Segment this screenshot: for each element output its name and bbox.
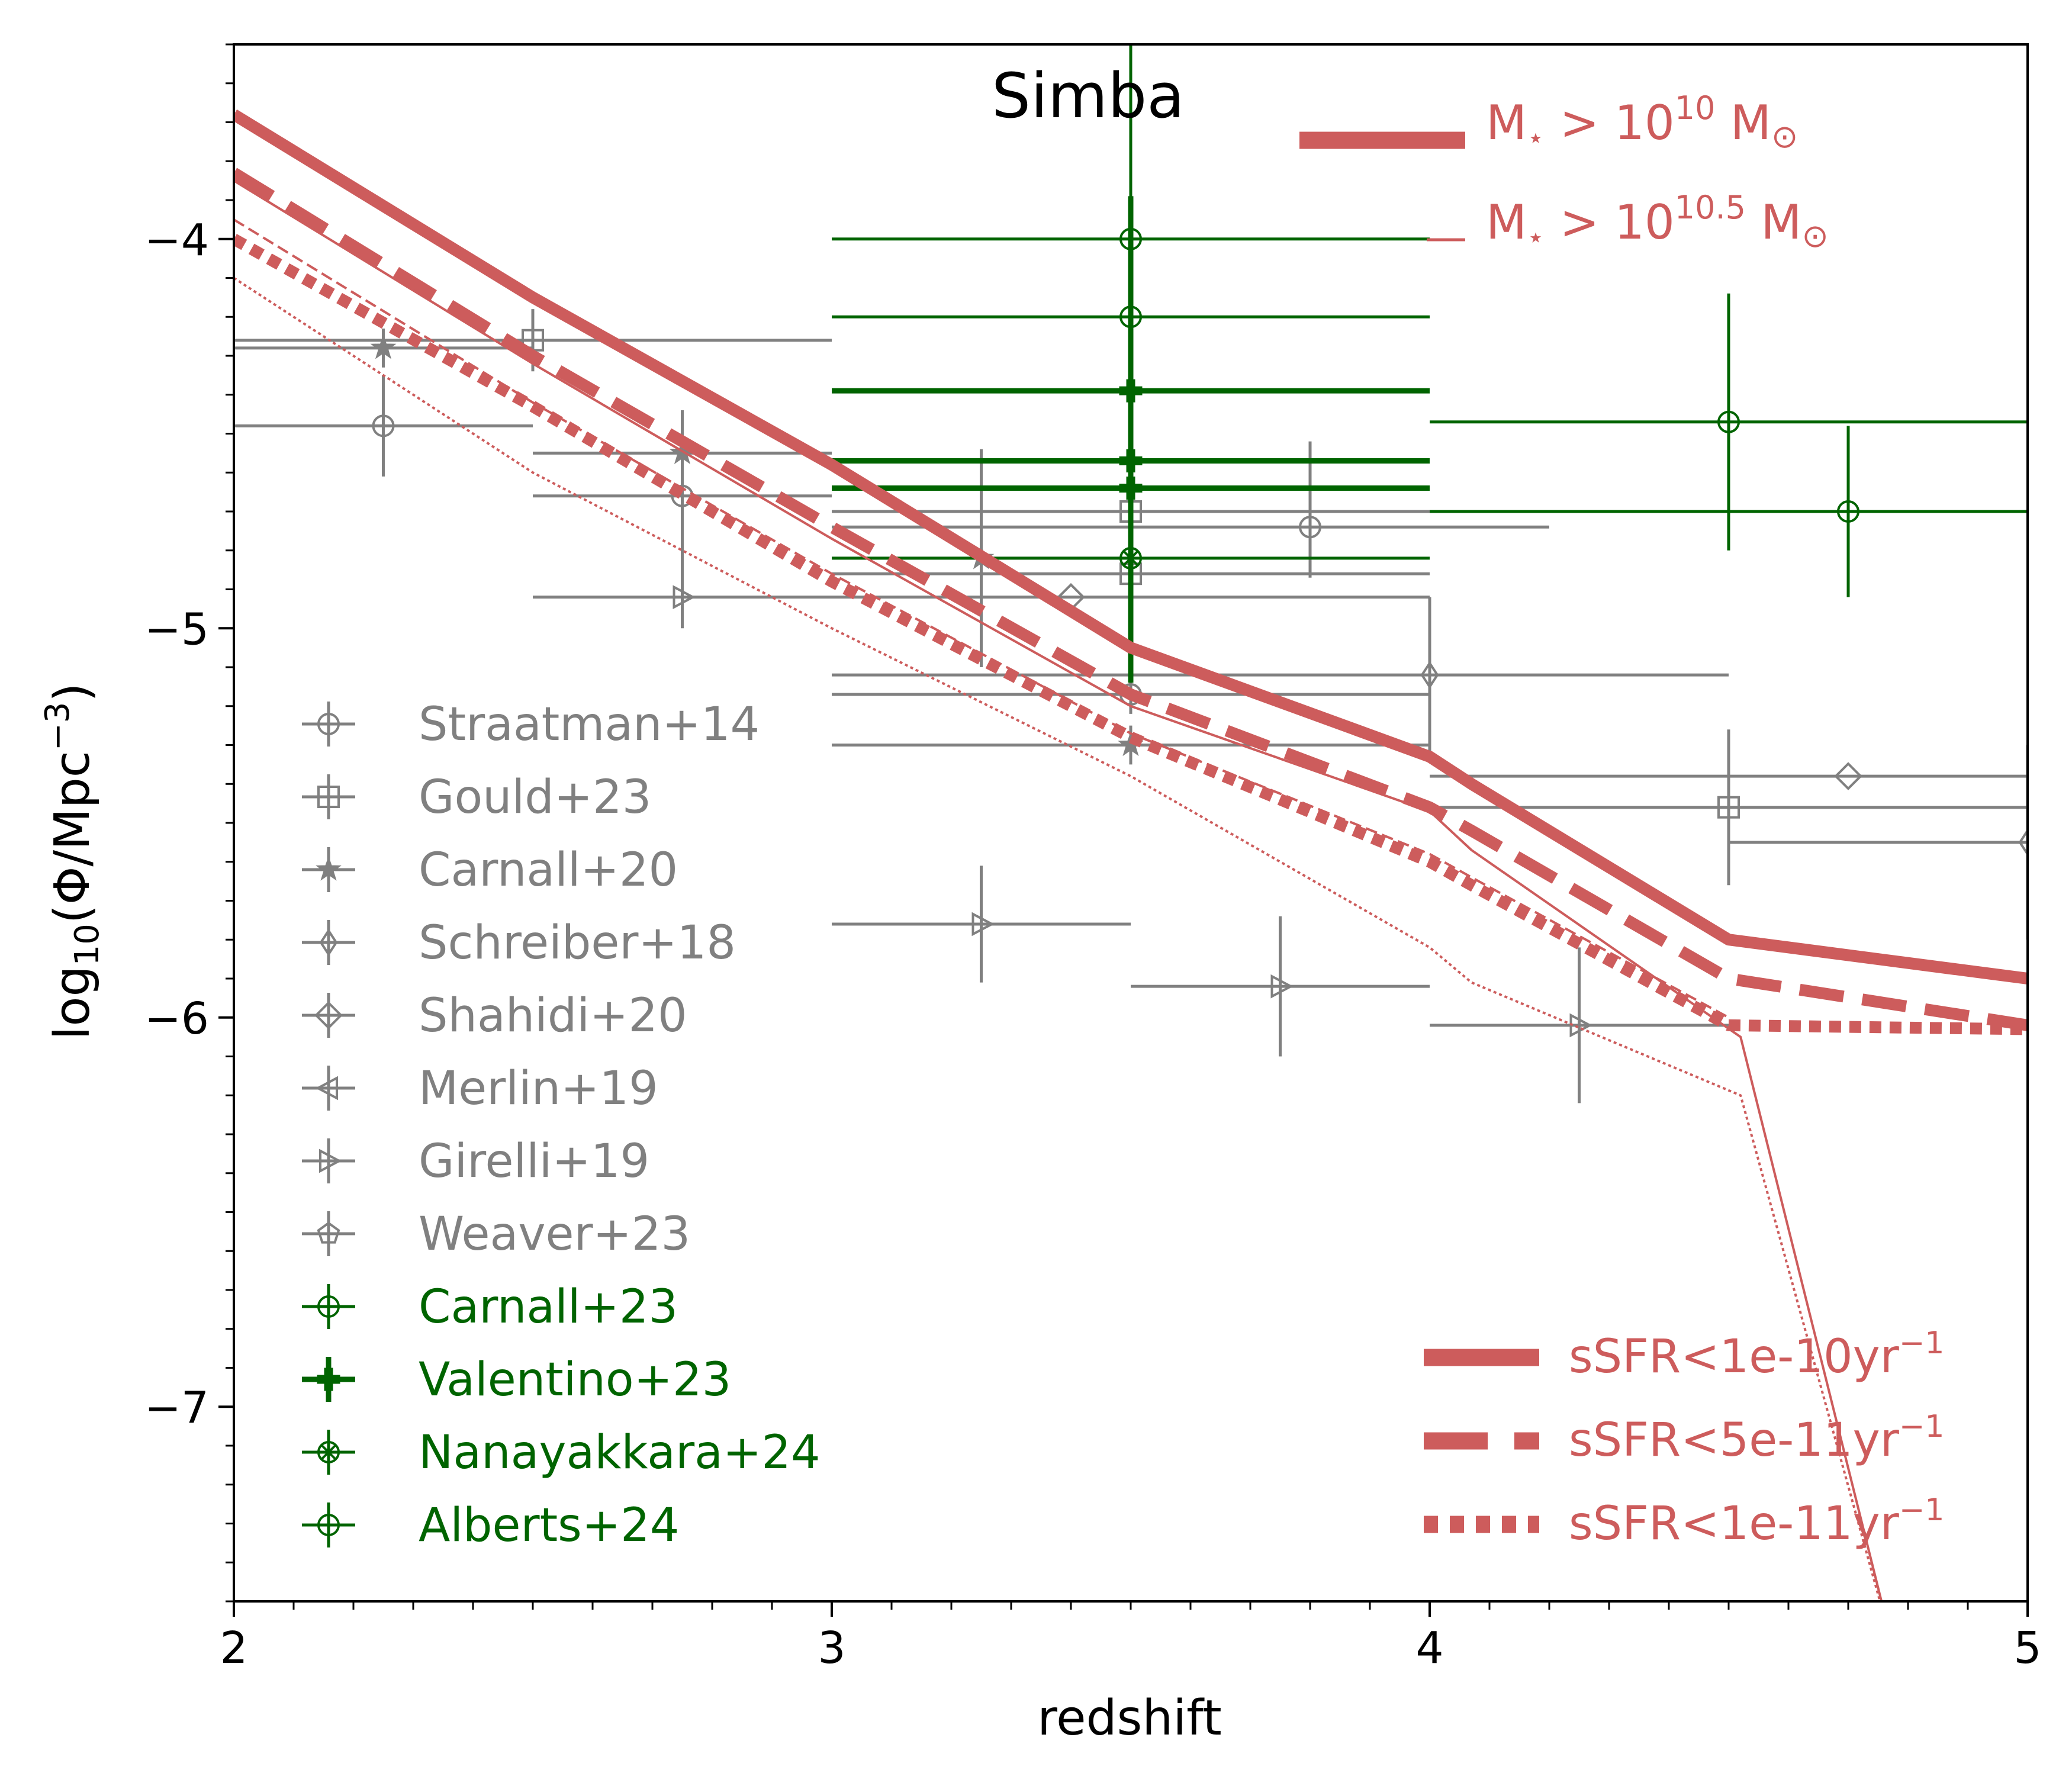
legend-entry: Nanayakkara+24 (302, 1426, 821, 1479)
marker-circle (1717, 410, 1740, 433)
legend-label: Gould+23 (419, 771, 651, 824)
legend-label: Weaver+23 (419, 1208, 690, 1261)
legend-marker-thin_diamond (319, 928, 338, 957)
errorbar-point (832, 725, 1430, 765)
legend-label: Merlin+19 (419, 1062, 658, 1115)
errorbar-point (1430, 293, 2028, 551)
legend-marker-star (316, 855, 342, 881)
errorbar-point (832, 441, 1549, 578)
marker-x_circle (1119, 546, 1142, 570)
legend-entry: Alberts+24 (302, 1499, 679, 1552)
legend-label-m105: M⋆ > 1010.5 M⊙ (1486, 189, 1829, 255)
model-line-m10-solid (234, 109, 2028, 984)
marker-circle (372, 414, 395, 437)
legend-label-ssfr-5e-11: sSFR<5e-11yr−1 (1569, 1409, 1944, 1467)
legend-entry: Carnall+20 (302, 844, 678, 897)
legend-observations: Straatman+14 Gould+23 Carnall+20 Schreiber+… (302, 698, 821, 1552)
marker-square (1717, 796, 1740, 819)
legend-label-ssfr-1e-10: sSFR<1e-10yr−1 (1569, 1325, 1944, 1384)
model-line-m105-dashed (234, 218, 1729, 1019)
chart-title: Simba (992, 60, 1185, 132)
model-line-m105-solid (234, 179, 1883, 1601)
plot-clipped (234, 44, 2028, 1601)
legend-label: Alberts+24 (419, 1499, 679, 1552)
legend-label: Carnall+20 (419, 844, 678, 897)
marker-tri_right (971, 912, 995, 937)
plot-area (234, 44, 2028, 1601)
marker-tri_right (1270, 974, 1294, 999)
errorbar-point (1430, 426, 2028, 597)
legend-label-ssfr-1e-11: sSFR<1e-11yr−1 (1569, 1492, 1944, 1550)
y-tick-label: −5 (144, 604, 209, 655)
errorbar-point (1430, 729, 2028, 886)
errorbar-point (234, 375, 533, 477)
x-tick-label: 3 (818, 1623, 845, 1674)
marker-tri_right (673, 585, 696, 609)
legend-label: Carnall+23 (419, 1280, 678, 1334)
y-axis: −4 −5 −6 −7 (144, 43, 234, 1603)
model-line-m10-dashed (234, 168, 2028, 1031)
legend-label: Valentino+23 (419, 1353, 731, 1407)
legend-marker-tri_left (315, 1076, 338, 1101)
marker-circle (1837, 500, 1859, 523)
legend-label: Nanayakkara+24 (419, 1426, 821, 1479)
legend-ssfr: sSFR<1e-10yr−1 sSFR<5e-11yr−1 sSFR<1e-11… (1424, 1325, 1944, 1550)
errorbar-point (832, 866, 1131, 983)
legend-entry: Weaver+23 (302, 1208, 690, 1261)
y-tick-label: −7 (144, 1382, 209, 1433)
model-lines (234, 109, 2028, 1601)
errorbar-point (1729, 745, 2028, 940)
legend-label: Schreiber+18 (419, 916, 736, 970)
legend-entry: Shahidi+20 (302, 989, 687, 1043)
legend-marker-circle (317, 1295, 340, 1318)
legend-entry: Merlin+19 (302, 1062, 658, 1115)
legend-stellar-mass: M⋆ > 1010 M⊙ M⋆ > 1010.5 M⊙ (1299, 89, 1829, 255)
legend-entry: Schreiber+18 (302, 916, 736, 970)
x-axis-label: redshift (1037, 1690, 1221, 1746)
x-tick-label: 4 (1415, 1623, 1443, 1674)
errorbar-point (234, 328, 533, 368)
legend-marker-diamond (314, 1001, 343, 1029)
legend-entry: Valentino+23 (302, 1353, 731, 1407)
errorbar-point (533, 566, 832, 629)
legend-marker-x_circle (317, 1441, 340, 1463)
errorbar-point (1430, 947, 1729, 1103)
legend-marker-pentagon (317, 1221, 340, 1244)
y-tick-label: −6 (144, 993, 209, 1044)
errorbar-point (1131, 916, 1430, 1057)
marker-x_circle-x (1122, 550, 1139, 567)
y-tick-label: −4 (144, 215, 209, 266)
legend-label: Straatman+14 (419, 698, 760, 751)
x-tick-label: 5 (2013, 1623, 2041, 1674)
legend-label: Girelli+19 (419, 1135, 649, 1188)
model-line-m10-dotted (234, 234, 2028, 1035)
legend-entry: Gould+23 (302, 771, 651, 824)
legend-marker-tri_right (319, 1148, 342, 1173)
legend-label: Shahidi+20 (419, 989, 687, 1043)
legend-marker-square (317, 786, 340, 808)
marker-thin_diamond (2018, 828, 2028, 857)
marker-thin_diamond (1420, 661, 1439, 689)
marker-star (370, 334, 397, 359)
legend-entry: Girelli+19 (302, 1135, 649, 1188)
x-tick-label: 2 (220, 1623, 247, 1674)
legend-marker-x_circle-x (320, 1444, 337, 1460)
legend-label-m10: M⋆ > 1010 M⊙ (1486, 89, 1798, 155)
marker-diamond (1834, 762, 1862, 790)
legend-entry: Carnall+23 (302, 1280, 678, 1334)
legend-marker-plus_filled (317, 1368, 340, 1391)
errorbar-point (832, 597, 1729, 753)
legend-marker-circle (317, 713, 340, 735)
y-axis-label: log10(Φ/Mpc−3) (38, 683, 107, 1040)
errorbar-point (1430, 762, 2028, 790)
errorbar-point (832, 441, 1430, 675)
model-line-m105-dotted (234, 276, 1881, 1601)
marker-circle (1299, 516, 1321, 539)
legend-marker-circle (317, 1514, 340, 1536)
x-axis: 2 3 4 5 (220, 1601, 2042, 1674)
legend-entry: Straatman+14 (302, 698, 760, 751)
